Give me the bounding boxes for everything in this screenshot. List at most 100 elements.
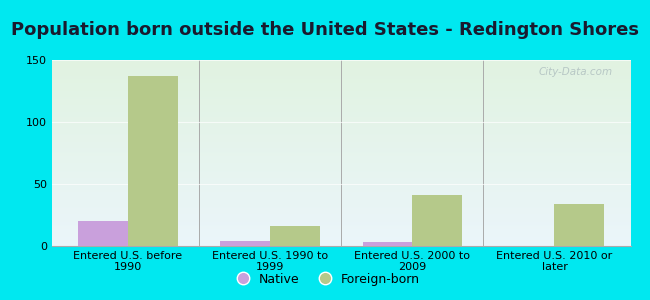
Bar bbox=[52, 160, 630, 161]
Bar bbox=[52, 237, 630, 238]
Bar bbox=[52, 73, 630, 74]
Bar bbox=[52, 99, 630, 100]
Bar bbox=[52, 156, 630, 157]
Bar bbox=[52, 122, 630, 123]
Bar bbox=[52, 222, 630, 223]
Bar bbox=[52, 150, 630, 151]
Bar bbox=[52, 77, 630, 78]
Bar bbox=[52, 61, 630, 62]
Bar bbox=[52, 158, 630, 159]
Bar bbox=[52, 87, 630, 88]
Bar bbox=[52, 226, 630, 227]
Bar bbox=[52, 125, 630, 126]
Bar bbox=[52, 215, 630, 216]
Bar bbox=[52, 100, 630, 101]
Bar bbox=[52, 194, 630, 195]
Bar bbox=[52, 216, 630, 217]
Bar bbox=[52, 238, 630, 239]
Bar bbox=[52, 91, 630, 92]
Bar bbox=[52, 224, 630, 225]
Bar bbox=[52, 126, 630, 127]
Bar bbox=[78, 221, 128, 246]
Bar bbox=[52, 218, 630, 219]
Bar bbox=[52, 130, 630, 131]
Bar bbox=[52, 86, 630, 87]
Bar bbox=[52, 136, 630, 137]
Bar bbox=[52, 245, 630, 246]
Bar bbox=[52, 145, 630, 146]
Bar bbox=[52, 85, 630, 86]
Bar bbox=[52, 172, 630, 173]
Bar bbox=[52, 115, 630, 116]
Bar bbox=[52, 104, 630, 105]
Bar bbox=[52, 113, 630, 114]
Bar bbox=[52, 109, 630, 110]
Bar bbox=[52, 95, 630, 96]
Bar bbox=[52, 208, 630, 209]
Bar bbox=[52, 189, 630, 190]
Bar bbox=[52, 149, 630, 150]
Bar bbox=[52, 203, 630, 204]
Bar bbox=[52, 141, 630, 142]
Bar bbox=[52, 127, 630, 128]
Bar bbox=[52, 192, 630, 193]
Bar bbox=[270, 226, 320, 246]
Bar bbox=[52, 74, 630, 75]
Bar bbox=[52, 200, 630, 201]
Bar bbox=[52, 60, 630, 61]
Bar bbox=[52, 131, 630, 132]
Bar bbox=[52, 159, 630, 160]
Bar bbox=[52, 185, 630, 187]
Bar bbox=[52, 234, 630, 235]
Bar bbox=[52, 76, 630, 77]
Bar bbox=[52, 142, 630, 143]
Bar bbox=[52, 221, 630, 222]
Text: Population born outside the United States - Redington Shores: Population born outside the United State… bbox=[11, 21, 639, 39]
Bar bbox=[52, 140, 630, 141]
Bar bbox=[52, 123, 630, 124]
Bar bbox=[52, 175, 630, 176]
Bar bbox=[52, 88, 630, 89]
Bar bbox=[52, 182, 630, 183]
Bar bbox=[52, 94, 630, 95]
Bar bbox=[52, 134, 630, 135]
Bar bbox=[52, 75, 630, 76]
Bar bbox=[52, 207, 630, 208]
Bar bbox=[52, 223, 630, 224]
Bar bbox=[52, 124, 630, 125]
Bar bbox=[52, 198, 630, 199]
Bar bbox=[52, 66, 630, 67]
Bar bbox=[52, 108, 630, 109]
Bar bbox=[52, 135, 630, 136]
Bar bbox=[52, 143, 630, 144]
Bar bbox=[52, 217, 630, 218]
Bar bbox=[52, 137, 630, 138]
Bar bbox=[220, 241, 270, 246]
Bar bbox=[363, 242, 412, 246]
Bar bbox=[52, 63, 630, 64]
Bar bbox=[52, 193, 630, 194]
Bar bbox=[52, 67, 630, 68]
Bar bbox=[52, 144, 630, 145]
Bar bbox=[52, 154, 630, 155]
Bar bbox=[52, 238, 630, 239]
Bar bbox=[52, 119, 630, 120]
Bar bbox=[52, 120, 630, 122]
Bar bbox=[52, 179, 630, 180]
Bar bbox=[52, 201, 630, 202]
Bar bbox=[52, 196, 630, 197]
Bar bbox=[52, 180, 630, 181]
Bar bbox=[52, 164, 630, 165]
Bar bbox=[52, 232, 630, 233]
Bar bbox=[52, 167, 630, 168]
Bar bbox=[52, 191, 630, 192]
Bar bbox=[52, 229, 630, 230]
Bar bbox=[52, 72, 630, 73]
Bar bbox=[128, 76, 178, 246]
Bar bbox=[52, 89, 630, 90]
Bar bbox=[52, 243, 630, 244]
Bar bbox=[52, 219, 630, 220]
Bar bbox=[52, 205, 630, 206]
Bar bbox=[52, 107, 630, 108]
Bar bbox=[52, 165, 630, 166]
